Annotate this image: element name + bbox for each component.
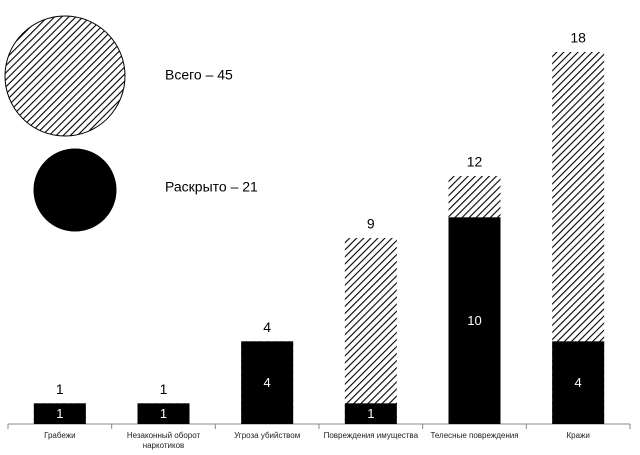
value-label: 1 bbox=[367, 406, 374, 421]
value-label: 12 bbox=[467, 154, 483, 170]
value-label: 1 bbox=[160, 381, 168, 397]
bar bbox=[552, 341, 605, 424]
value-label: 10 bbox=[467, 313, 481, 328]
x-tick-label: Грабежи bbox=[44, 431, 76, 440]
bar bbox=[448, 217, 501, 424]
x-tick-label: Телесные повреждения bbox=[430, 431, 519, 440]
value-label: 4 bbox=[263, 319, 271, 335]
bar bbox=[241, 341, 294, 424]
bar bbox=[344, 238, 397, 424]
value-label: 9 bbox=[367, 216, 375, 232]
legend-swatch bbox=[4, 15, 126, 137]
value-label: 18 bbox=[570, 30, 586, 46]
value-label: 1 bbox=[56, 406, 63, 421]
value-label: 4 bbox=[264, 375, 271, 390]
value-label: 4 bbox=[575, 375, 582, 390]
value-label: 1 bbox=[160, 406, 167, 421]
bar bbox=[344, 403, 397, 424]
x-tick-label: Повреждения имущества bbox=[323, 431, 419, 440]
x-tick-label: Незаконный оборот наркотиков bbox=[126, 431, 201, 450]
legend-label: Раскрыто – 21 bbox=[165, 179, 258, 195]
legend-swatch bbox=[33, 148, 117, 232]
legend-label: Всего – 45 bbox=[165, 67, 233, 83]
x-tick-label: Кражи bbox=[566, 431, 590, 440]
bar bbox=[33, 403, 86, 424]
bar bbox=[137, 403, 190, 424]
x-tick-label: Угроза убийством bbox=[234, 431, 301, 440]
value-label: 1 bbox=[56, 381, 64, 397]
